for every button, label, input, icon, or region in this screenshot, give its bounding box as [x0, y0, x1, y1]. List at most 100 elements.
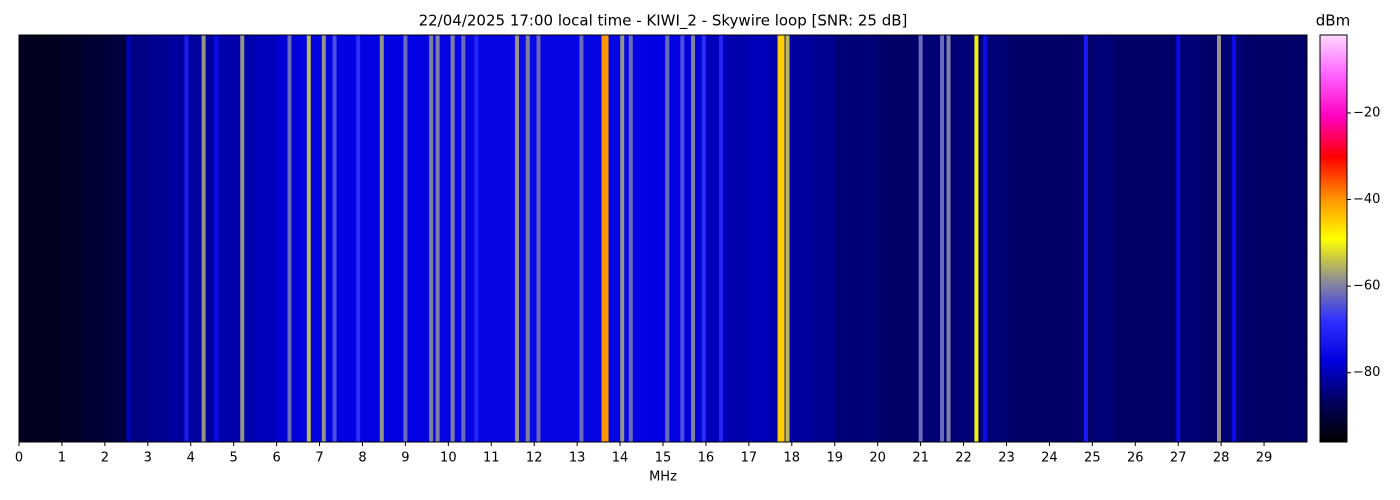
- x-tick-label: 1: [58, 451, 66, 466]
- x-tick-label: 4: [187, 451, 195, 466]
- band-level: [791, 35, 814, 442]
- band-level: [1178, 35, 1201, 442]
- signal-line: [918, 35, 923, 442]
- signal-line: [332, 35, 337, 442]
- x-tick-label: 10: [440, 451, 457, 466]
- band-level: [1264, 35, 1287, 442]
- band-level: [362, 35, 385, 442]
- band-level: [1006, 35, 1029, 442]
- x-tick-label: 17: [741, 451, 758, 466]
- x-axis-label: MHz: [649, 470, 677, 485]
- signal-line: [628, 35, 633, 442]
- x-tick-label: 16: [698, 451, 715, 466]
- band-level: [83, 35, 106, 442]
- band-level: [748, 35, 771, 442]
- signal-line: [201, 35, 206, 442]
- band-level: [555, 35, 578, 442]
- signal-line: [525, 35, 530, 442]
- signal-line: [240, 35, 245, 442]
- band-level: [40, 35, 63, 442]
- signal-line: [450, 35, 455, 442]
- band-level: [147, 35, 170, 442]
- x-tick-label: 18: [784, 451, 801, 466]
- signal-line: [403, 35, 408, 442]
- signal-line: [680, 35, 685, 442]
- x-tick-label: 28: [1213, 451, 1230, 466]
- signal-line: [601, 35, 609, 442]
- signal-line: [435, 35, 440, 442]
- x-tick-label: 14: [612, 451, 629, 466]
- signal-line: [321, 35, 326, 442]
- band-level: [61, 35, 84, 442]
- band-level: [1242, 35, 1265, 442]
- signal-line: [785, 35, 790, 442]
- x-tick-label: 24: [1041, 451, 1058, 466]
- x-tick-label: 13: [569, 451, 586, 466]
- signal-line: [461, 35, 466, 442]
- x-tick-label: 8: [358, 451, 366, 466]
- x-tick-label: 7: [315, 451, 323, 466]
- band-level: [491, 35, 514, 442]
- band-level: [641, 35, 664, 442]
- signal-line: [429, 35, 434, 442]
- colorbar-label: dBm: [1316, 12, 1350, 30]
- signal-line: [983, 35, 987, 442]
- x-tick-label: 2: [101, 451, 109, 466]
- x-tick-label: 29: [1256, 451, 1273, 466]
- signal-line: [474, 35, 479, 442]
- colorbar: [1319, 34, 1348, 443]
- band-level: [19, 35, 41, 442]
- signal-line: [287, 35, 292, 442]
- band-level: [942, 35, 965, 442]
- signal-line: [946, 35, 951, 442]
- x-tick-label: 20: [869, 451, 886, 466]
- band-level: [727, 35, 750, 442]
- x-tick-label: 25: [1084, 451, 1101, 466]
- band-level: [1092, 35, 1115, 442]
- signal-line: [691, 35, 696, 442]
- band-level: [255, 35, 278, 442]
- signal-line: [214, 35, 219, 442]
- x-tick-label: 6: [272, 451, 280, 466]
- signal-line: [1083, 35, 1088, 442]
- signal-line: [701, 35, 706, 442]
- band-level: [126, 35, 149, 442]
- signal-line: [379, 35, 384, 442]
- signal-line: [620, 35, 625, 442]
- band-level: [834, 35, 857, 442]
- band-level: [856, 35, 879, 442]
- signal-line: [940, 35, 945, 442]
- signal-line: [306, 35, 311, 442]
- band-level: [405, 35, 428, 442]
- signal-line: [974, 35, 979, 442]
- signal-line: [515, 35, 520, 442]
- signal-line: [1216, 35, 1221, 442]
- x-tick-label: 22: [955, 451, 972, 466]
- signal-line: [718, 35, 723, 442]
- x-tick-label: 5: [230, 451, 238, 466]
- signal-line: [665, 35, 670, 442]
- band-level: [383, 35, 406, 442]
- x-tick-label: 26: [1127, 451, 1144, 466]
- band-level: [899, 35, 922, 442]
- band-level: [920, 35, 943, 442]
- signal-line: [579, 35, 584, 442]
- x-tick-label: 0: [15, 451, 23, 466]
- colorbar-tick-label: −80: [1353, 365, 1380, 380]
- x-tick-label: 12: [526, 451, 543, 466]
- band-level: [469, 35, 492, 442]
- band-level: [813, 35, 836, 442]
- band-level: [877, 35, 900, 442]
- colorbar-tick-label: −40: [1353, 192, 1380, 207]
- band-level: [104, 35, 127, 442]
- signal-line: [184, 35, 189, 442]
- x-tick-label: 9: [401, 451, 409, 466]
- band-level: [985, 35, 1007, 442]
- signal-line: [356, 35, 361, 442]
- x-tick-label: 3: [144, 451, 152, 466]
- x-tick-label: 27: [1170, 451, 1187, 466]
- signal-line: [126, 35, 131, 442]
- x-tick-label: 15: [655, 451, 672, 466]
- band-level: [684, 35, 707, 442]
